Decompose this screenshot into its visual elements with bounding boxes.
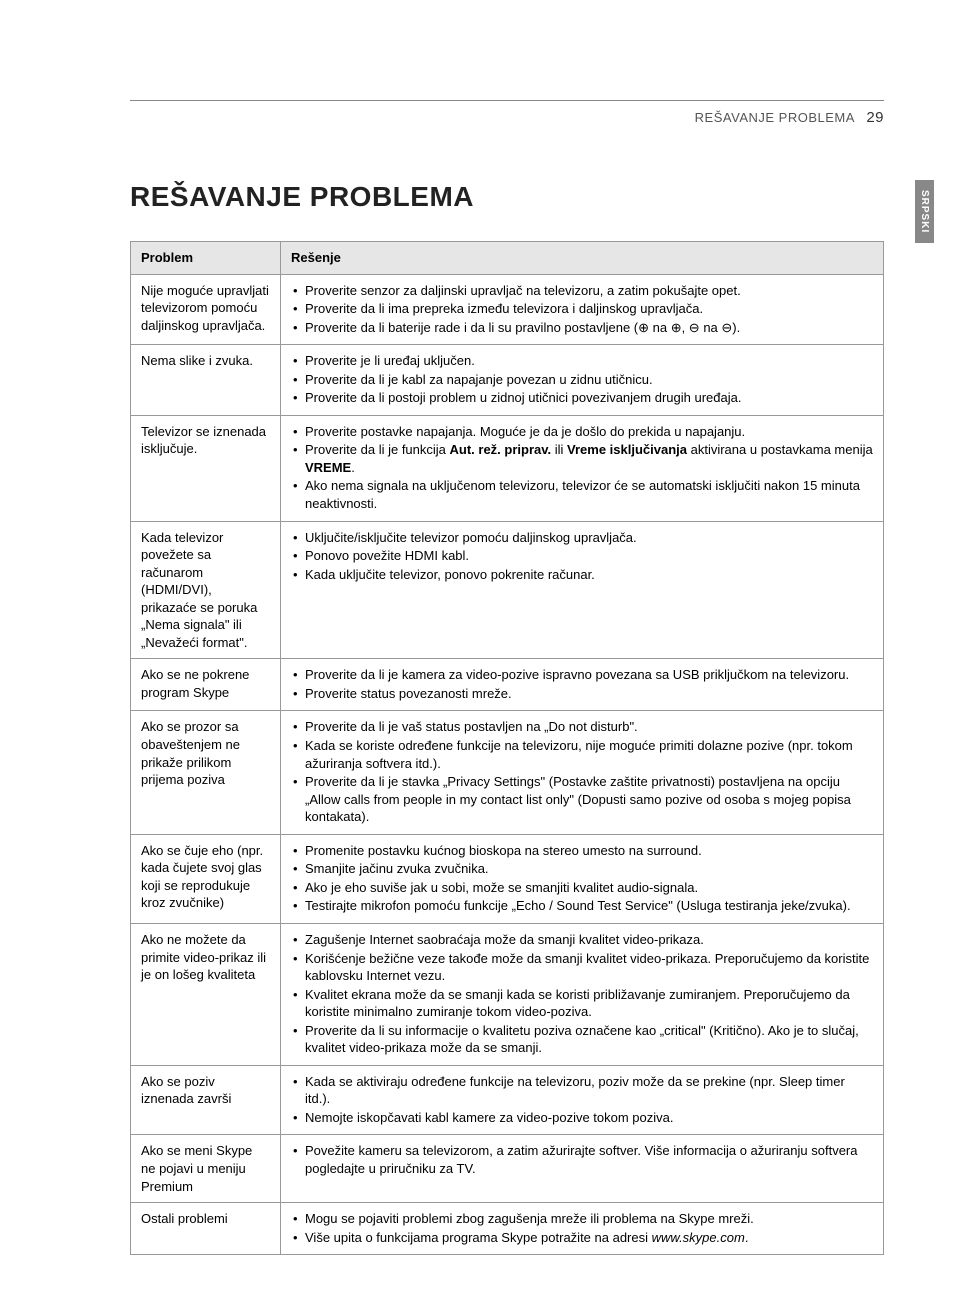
solution-cell: Zagušenje Internet saobraćaja može da sm… xyxy=(281,923,884,1065)
solution-cell: Proverite je li uređaj uključen.Proverit… xyxy=(281,345,884,416)
solution-item: Smanjite jačinu zvuka zvučnika. xyxy=(291,860,873,878)
table-row: Ako se čuje eho (npr. kada čujete svoj g… xyxy=(131,834,884,923)
solution-item: Proverite da li je funkcija Aut. rež. pr… xyxy=(291,441,873,476)
col-header-problem: Problem xyxy=(131,242,281,275)
solution-item: Kvalitet ekrana može da se smanji kada s… xyxy=(291,986,873,1021)
solution-item: Ako nema signala na uključenom televizor… xyxy=(291,477,873,512)
solution-item: Kada uključite televizor, ponovo pokreni… xyxy=(291,566,873,584)
solution-item: Ponovo povežite HDMI kabl. xyxy=(291,547,873,565)
table-row: Televizor se iznenada isključuje. Proveri… xyxy=(131,415,884,521)
solution-item: Promenite postavku kućnog bioskopa na st… xyxy=(291,842,873,860)
solution-cell: Proverite da li je vaš status postavljen… xyxy=(281,711,884,834)
problem-cell: Ako se čuje eho (npr. kada čujete svoj g… xyxy=(131,834,281,923)
problem-cell: Ako se poziv iznenada završi xyxy=(131,1065,281,1135)
solution-item: Kada se koriste određene funkcije na tel… xyxy=(291,737,873,772)
solution-item: Proverite da li je vaš status postavljen… xyxy=(291,718,873,736)
table-row: Ako se prozor sa obaveštenjem ne prikaže… xyxy=(131,711,884,834)
solution-item: Proverite da li postoji problem u zidnoj… xyxy=(291,389,873,407)
solution-cell: Mogu se pojaviti problemi zbog zagušenja… xyxy=(281,1203,884,1255)
solution-item: Više upita o funkcijama programa Skype p… xyxy=(291,1229,873,1247)
problem-cell: Nema slike i zvuka. xyxy=(131,345,281,416)
solution-item: Kada se aktiviraju određene funkcije na … xyxy=(291,1073,873,1108)
solution-item: Proverite da li su informacije o kvalite… xyxy=(291,1022,873,1057)
solution-item: Proverite senzor za daljinski upravljač … xyxy=(291,282,873,300)
table-row: Nema slike i zvuka.Proverite je li uređa… xyxy=(131,345,884,416)
section-label: REŠAVANJE PROBLEMA xyxy=(695,110,855,125)
table-row: Ako se poziv iznenada završi Kada se akti… xyxy=(131,1065,884,1135)
solution-item: Proverite da li baterije rade i da li su… xyxy=(291,319,873,337)
problem-cell: Nije moguće upravljati televizorom pomoć… xyxy=(131,274,281,345)
solution-item: Proverite da li ima prepreka između tele… xyxy=(291,300,873,318)
col-header-solution: Rešenje xyxy=(281,242,884,275)
language-tab: SRPSKI xyxy=(915,180,934,243)
solution-cell: Uključite/isključite televizor pomoću da… xyxy=(281,521,884,659)
page-number: 29 xyxy=(866,109,884,126)
table-row: Kada televizor povežete sa računarom (HD… xyxy=(131,521,884,659)
table-row: Ostali problemi Mogu se pojaviti problemi… xyxy=(131,1203,884,1255)
solution-item: Proverite da li je stavka „Privacy Setti… xyxy=(291,773,873,826)
page-header: REŠAVANJE PROBLEMA 29 xyxy=(130,109,884,126)
solution-item: Proverite da li je kabl za napajanje pov… xyxy=(291,371,873,389)
solution-item: Korišćenje bežične veze takođe može da s… xyxy=(291,950,873,985)
solution-cell: Proverite senzor za daljinski upravljač … xyxy=(281,274,884,345)
problem-cell: Televizor se iznenada isključuje. xyxy=(131,415,281,521)
problem-cell: Ako se meni Skype ne pojavi u meniju Pre… xyxy=(131,1135,281,1203)
table-row: Ako se ne pokrene program Skype Proverite… xyxy=(131,659,884,711)
table-row: Nije moguće upravljati televizorom pomoć… xyxy=(131,274,884,345)
solution-item: Proverite da li je kamera za video-poziv… xyxy=(291,666,873,684)
solution-item: Proverite je li uređaj uključen. xyxy=(291,352,873,370)
table-row: Ako ne možete da primite video-prikaz il… xyxy=(131,923,884,1065)
solution-cell: Promenite postavku kućnog bioskopa na st… xyxy=(281,834,884,923)
problem-cell: Ako se prozor sa obaveštenjem ne prikaže… xyxy=(131,711,281,834)
solution-item: Proverite status povezanosti mreže. xyxy=(291,685,873,703)
problem-cell: Ako ne možete da primite video-prikaz il… xyxy=(131,923,281,1065)
problem-cell: Kada televizor povežete sa računarom (HD… xyxy=(131,521,281,659)
solution-item: Mogu se pojaviti problemi zbog zagušenja… xyxy=(291,1210,873,1228)
solution-cell: Proverite postavke napajanja. Moguće je … xyxy=(281,415,884,521)
solution-cell: Proverite da li je kamera za video-poziv… xyxy=(281,659,884,711)
solution-item: Ako je eho suviše jak u sobi, može se sm… xyxy=(291,879,873,897)
solution-item: Testirajte mikrofon pomoću funkcije „Ech… xyxy=(291,897,873,915)
problem-cell: Ako se ne pokrene program Skype xyxy=(131,659,281,711)
page-title: REŠAVANJE PROBLEMA xyxy=(130,181,884,213)
solution-cell: Kada se aktiviraju određene funkcije na … xyxy=(281,1065,884,1135)
solution-item: Nemojte iskopčavati kabl kamere za video… xyxy=(291,1109,873,1127)
table-row: Ako se meni Skype ne pojavi u meniju Pre… xyxy=(131,1135,884,1203)
solution-item: Povežite kameru sa televizorom, a zatim … xyxy=(291,1142,873,1177)
troubleshoot-table: Problem Rešenje Nije moguće upravljati t… xyxy=(130,241,884,1255)
solution-item: Zagušenje Internet saobraćaja može da sm… xyxy=(291,931,873,949)
solution-item: Uključite/isključite televizor pomoću da… xyxy=(291,529,873,547)
solution-item: Proverite postavke napajanja. Moguće je … xyxy=(291,423,873,441)
problem-cell: Ostali problemi xyxy=(131,1203,281,1255)
solution-cell: Povežite kameru sa televizorom, a zatim … xyxy=(281,1135,884,1203)
